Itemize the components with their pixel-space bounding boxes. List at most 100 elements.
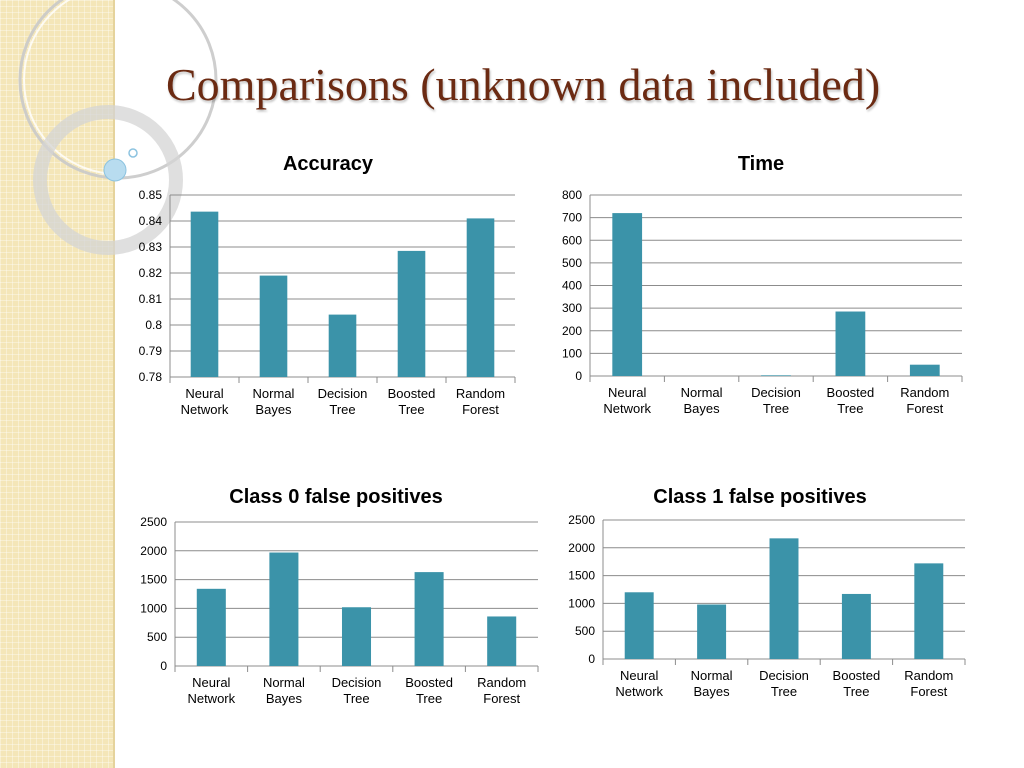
x-category-label-line: Bayes — [255, 402, 292, 417]
x-category-label-line: Tree — [398, 402, 424, 417]
x-category-label: Decision Tree — [318, 386, 368, 417]
decor-blue-bubble — [103, 158, 127, 182]
x-category-label-line: Bayes — [266, 691, 303, 706]
y-tick-label: 500 — [147, 630, 167, 644]
bar — [612, 213, 643, 376]
x-category-label: Random Forest — [904, 668, 953, 699]
y-tick-label: 0.85 — [139, 188, 163, 202]
y-tick-label: 100 — [562, 346, 582, 360]
chart-title: Time — [738, 153, 784, 175]
x-category-label-line: Random — [900, 385, 949, 400]
x-category-label-line: Decision — [751, 385, 801, 400]
x-category-label: Boosted Tree — [827, 385, 875, 416]
side-band-edge — [113, 0, 115, 768]
y-tick-label: 1500 — [140, 573, 167, 587]
bar — [761, 375, 791, 376]
accuracy-chart: Accuracy 0.78 0.79 0.8 0.81 0.82 0.83 0.84 0.85 N… — [130, 148, 530, 420]
x-category-label-line: Forest — [910, 684, 947, 699]
x-category-label-line: Forest — [462, 402, 499, 417]
x-category-label-line: Boosted — [827, 385, 875, 400]
x-category-label-line: Forest — [483, 691, 520, 706]
x-category-label-line: Network — [181, 402, 229, 417]
y-tick-label: 0.82 — [139, 266, 163, 280]
x-category-label-line: Tree — [763, 401, 789, 416]
x-category-label-line: Bayes — [694, 684, 731, 699]
y-tick-label: 0.79 — [139, 344, 163, 358]
bar — [769, 538, 799, 659]
x-category-label: Boosted Tree — [833, 668, 881, 699]
x-category-label-line: Normal — [691, 668, 733, 683]
x-category-label-line: Forest — [906, 401, 943, 416]
chart-title: Accuracy — [283, 153, 374, 175]
bar — [487, 616, 517, 666]
x-category-label-line: Random — [477, 675, 526, 690]
x-category-label: Decision Tree — [332, 675, 382, 706]
y-tick-label: 0 — [160, 659, 167, 673]
x-category-label-line: Bayes — [684, 401, 721, 416]
y-tick-label: 0.83 — [139, 240, 163, 254]
x-category-label-line: Tree — [329, 402, 355, 417]
x-category-label-line: Network — [603, 401, 651, 416]
y-tick-label: 2000 — [140, 544, 167, 558]
bar — [269, 552, 299, 666]
x-category-label-line: Normal — [263, 675, 305, 690]
x-category-label: Neural Network — [615, 668, 663, 699]
chart-title: Class 1 false positives — [653, 486, 866, 508]
x-category-label: Boosted Tree — [388, 386, 436, 417]
x-category-label-line: Tree — [837, 401, 863, 416]
x-category-label-line: Network — [187, 691, 235, 706]
accuracy-chart-svg: Accuracy 0.78 0.79 0.8 0.81 0.82 0.83 0.84 0.85 N… — [139, 153, 516, 417]
x-category-label-line: Boosted — [388, 386, 436, 401]
x-category-label-line: Random — [904, 668, 953, 683]
x-category-label: Normal Bayes — [681, 385, 723, 416]
x-category-label-line: Neural — [185, 386, 223, 401]
y-tick-label: 0.84 — [139, 214, 163, 228]
x-category-label-line: Random — [456, 386, 505, 401]
decor-small-ring — [33, 105, 183, 255]
x-category-label: Decision Tree — [759, 668, 809, 699]
y-tick-label: 1000 — [140, 601, 167, 615]
class0-false-positives-chart-svg: Class 0 false positives 0 500 1000 1500 2000 2… — [140, 486, 539, 706]
bar — [196, 588, 226, 666]
y-tick-label: 500 — [562, 256, 582, 270]
y-tick-label: 0.78 — [139, 370, 163, 384]
x-category-label: Random Forest — [456, 386, 505, 417]
x-category-label-line: Neural — [192, 675, 230, 690]
y-tick-label: 2500 — [568, 513, 595, 527]
bar — [841, 593, 871, 659]
x-category-label-line: Tree — [771, 684, 797, 699]
bar — [466, 218, 495, 377]
bar — [397, 250, 426, 377]
time-chart: Time 0 100 200 300 400 500 600 700 800 Neural Netwo… — [548, 148, 978, 420]
class1-false-positives-chart-svg: Class 1 false positives 0 500 1000 1500 2000 2… — [568, 486, 966, 699]
bar — [624, 592, 654, 659]
slide-title: Comparisons (unknown data included) — [166, 59, 881, 110]
x-category-label-line: Decision — [759, 668, 809, 683]
class1-false-positives-chart: Class 1 false positives 0 500 1000 1500 2000 2… — [555, 482, 975, 712]
x-category-label-line: Tree — [343, 691, 369, 706]
decor-blue-bubble-small — [128, 148, 138, 158]
bar — [190, 211, 219, 377]
bar — [341, 607, 372, 666]
bar — [909, 364, 940, 376]
x-category-label: Decision Tree — [751, 385, 801, 416]
x-category-label: Normal Bayes — [263, 675, 305, 706]
y-tick-label: 1500 — [568, 569, 595, 583]
bar — [697, 604, 727, 659]
x-category-label-line: Boosted — [833, 668, 881, 683]
y-tick-label: 800 — [562, 188, 582, 202]
class0-false-positives-chart: Class 0 false positives 0 500 1000 1500 2000 2… — [130, 482, 550, 712]
x-category-label-line: Network — [615, 684, 663, 699]
y-tick-label: 500 — [575, 624, 595, 638]
x-category-label: Boosted Tree — [405, 675, 453, 706]
y-tick-label: 0 — [575, 369, 582, 383]
y-tick-label: 0.81 — [139, 292, 163, 306]
y-tick-label: 0.8 — [145, 318, 162, 332]
x-category-label-line: Normal — [681, 385, 723, 400]
y-tick-label: 2000 — [568, 541, 595, 555]
y-tick-label: 1000 — [568, 596, 595, 610]
x-category-label-line: Decision — [318, 386, 368, 401]
y-tick-label: 600 — [562, 233, 582, 247]
decorative-circles — [18, 0, 218, 255]
x-category-label: Neural Network — [603, 385, 651, 416]
